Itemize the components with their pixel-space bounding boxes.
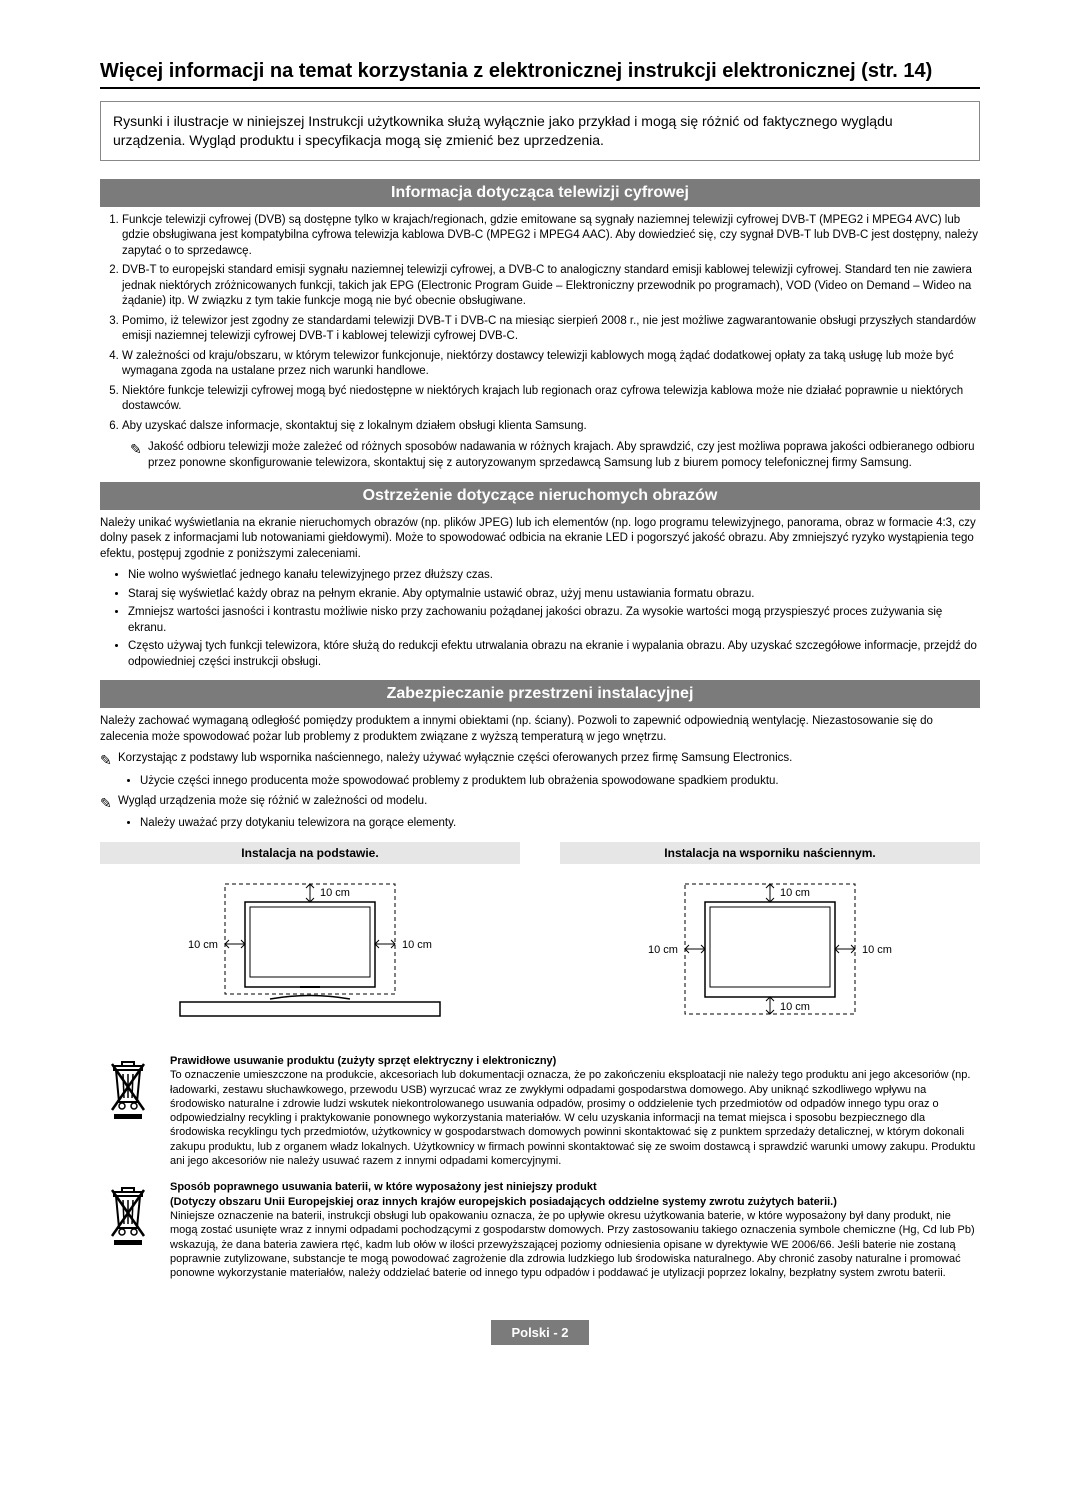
- section1-header: Informacja dotycząca telewizji cyfrowej: [100, 179, 980, 207]
- dim-label: 10 cm: [188, 939, 218, 951]
- disposal1-body: To oznaczenie umieszczone na produkcie, …: [170, 1069, 975, 1167]
- install-wall-col: Instalacja na wsporniku naściennym. 10 c…: [560, 842, 980, 1034]
- section2-header: Ostrzeżenie dotyczące nieruchomych obraz…: [100, 482, 980, 510]
- dim-label: 10 cm: [780, 1001, 810, 1013]
- page-number: Polski - 2: [491, 1320, 588, 1345]
- note-text: Jakość odbioru telewizji może zależeć od…: [148, 440, 980, 471]
- section3-note1: ✎ Korzystając z podstawy lub wspornika n…: [100, 751, 980, 770]
- disposal-battery: Sposób poprawnego usuwania baterii, w kt…: [100, 1180, 980, 1280]
- list-item: Użycie części innego producenta może spo…: [140, 774, 980, 790]
- disposal2-body: Niniejsze oznaczenie na baterii, instruk…: [170, 1210, 975, 1279]
- section2-bullets: Nie wolno wyświetlać jednego kanału tele…: [100, 568, 980, 670]
- note-text: Korzystając z podstawy lub wspornika naś…: [118, 751, 792, 770]
- list-item: Niektóre funkcje telewizji cyfrowej mogą…: [122, 384, 980, 415]
- disposal2-subtitle: (Dotyczy obszaru Unii Europejskiej oraz …: [170, 1196, 837, 1208]
- weee-bin-icon: [100, 1180, 156, 1280]
- disposal-product: Prawidłowe usuwanie produktu (zużyty spr…: [100, 1054, 980, 1168]
- page-footer: Polski - 2: [100, 1320, 980, 1345]
- intro-box: Rysunki i ilustracje w niniejszej Instru…: [100, 101, 980, 161]
- list-item: W zależności od kraju/obszaru, w którym …: [122, 349, 980, 380]
- dim-label: 10 cm: [648, 944, 678, 956]
- weee-bin-icon: [100, 1054, 156, 1168]
- page: Więcej informacji na temat korzystania z…: [0, 0, 1080, 1385]
- section3-header: Zabezpieczanie przestrzeni instalacyjnej: [100, 680, 980, 708]
- install-wall-title: Instalacja na wsporniku naściennym.: [560, 842, 980, 864]
- note-icon: ✎: [100, 794, 118, 813]
- install-stand-col: Instalacja na podstawie. 10 cm 1: [100, 842, 520, 1034]
- section1-note: ✎ Jakość odbioru telewizji może zależeć …: [130, 440, 980, 471]
- list-item: DVB-T to europejski standard emisji sygn…: [122, 263, 980, 310]
- list-item: Należy uważać przy dotykaniu telewizora …: [140, 816, 980, 832]
- list-item: Nie wolno wyświetlać jednego kanału tele…: [128, 568, 980, 584]
- note-icon: ✎: [100, 751, 118, 770]
- main-title: Więcej informacji na temat korzystania z…: [100, 60, 980, 89]
- tv-stand-diagram: 10 cm 10 cm 10 cm: [100, 874, 520, 1034]
- dim-label: 10 cm: [402, 939, 432, 951]
- list-item: Zmniejsz wartości jasności i kontrastu m…: [128, 605, 980, 636]
- install-row: Instalacja na podstawie. 10 cm 1: [100, 842, 980, 1034]
- tv-wall-diagram: 10 cm 10 cm 10 cm 10 cm: [560, 874, 980, 1034]
- dim-label: 10 cm: [780, 887, 810, 899]
- dim-label: 10 cm: [320, 887, 350, 899]
- dim-label: 10 cm: [862, 944, 892, 956]
- section3-note2: ✎ Wygląd urządzenia może się różnić w za…: [100, 794, 980, 813]
- disposal1-title: Prawidłowe usuwanie produktu (zużyty spr…: [170, 1055, 556, 1067]
- list-item: Funkcje telewizji cyfrowej (DVB) są dost…: [122, 213, 980, 260]
- section3-intro: Należy zachować wymaganą odległość pomię…: [100, 714, 980, 745]
- note-text: Wygląd urządzenia może się różnić w zale…: [118, 794, 427, 813]
- list-item: Pomimo, iż telewizor jest zgodny ze stan…: [122, 314, 980, 345]
- list-item: Staraj się wyświetlać każdy obraz na peł…: [128, 587, 980, 603]
- section2-intro: Należy unikać wyświetlania na ekranie ni…: [100, 516, 980, 563]
- disposal2-title: Sposób poprawnego usuwania baterii, w kt…: [170, 1181, 597, 1193]
- install-stand-title: Instalacja na podstawie.: [100, 842, 520, 864]
- section3-note1-sub: Użycie części innego producenta może spo…: [122, 774, 980, 790]
- section1-list: Funkcje telewizji cyfrowej (DVB) są dost…: [100, 213, 980, 435]
- list-item: Często używaj tych funkcji telewizora, k…: [128, 639, 980, 670]
- section3-note2-sub: Należy uważać przy dotykaniu telewizora …: [122, 816, 980, 832]
- note-icon: ✎: [130, 440, 148, 471]
- list-item: Aby uzyskać dalsze informacje, skontaktu…: [122, 419, 980, 435]
